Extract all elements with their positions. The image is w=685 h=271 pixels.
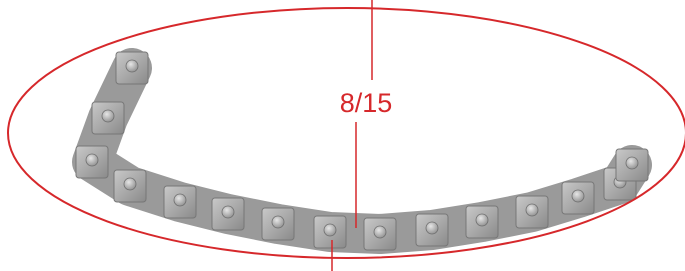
block-strip	[76, 52, 648, 250]
block-bump	[374, 226, 386, 238]
block-bump	[572, 190, 584, 202]
block-bump	[476, 214, 488, 226]
block-bump	[222, 206, 234, 218]
annotation-label: 8/15	[340, 88, 393, 118]
block-bump	[324, 224, 336, 236]
block-bump	[526, 204, 538, 216]
block-bump	[174, 194, 186, 206]
block-bump	[272, 216, 284, 228]
page: {"annotation": {"label": "8/15"}} 8/15 (…	[0, 0, 685, 271]
block-bump	[102, 110, 114, 122]
block-bump	[126, 60, 138, 72]
block-bump	[86, 154, 98, 166]
block-bump	[626, 157, 638, 169]
block-bump	[426, 222, 438, 234]
scene: 8/15	[0, 0, 685, 271]
block-bump	[124, 178, 136, 190]
